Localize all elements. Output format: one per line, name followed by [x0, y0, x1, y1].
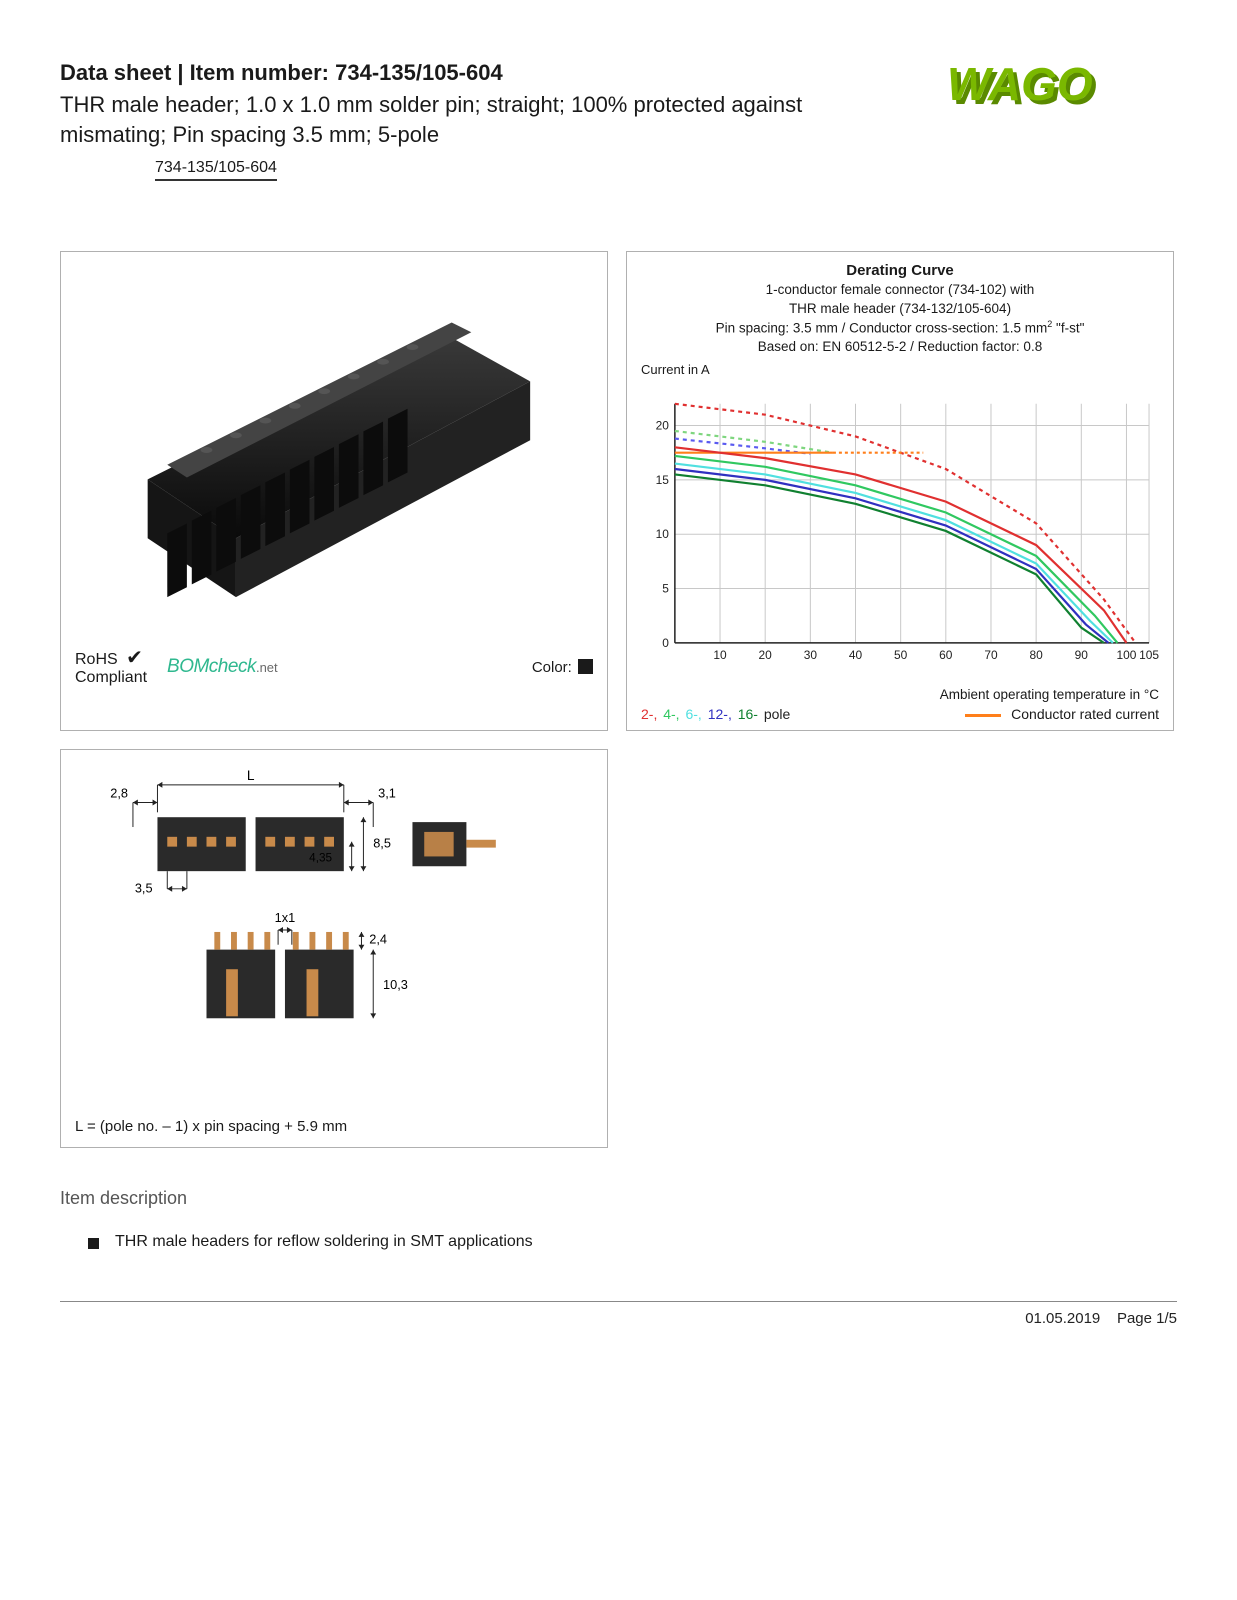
color-indicator: Color: [532, 659, 593, 676]
svg-text:5: 5 [662, 581, 669, 595]
rohs-compliant-label: RoHS ✔ Compliant [75, 647, 147, 687]
compliant-text: Compliant [75, 669, 147, 686]
chart-sub-3a: Pin spacing: 3.5 mm / Conductor cross-se… [716, 320, 1048, 335]
product-photo-panel: RoHS ✔ Compliant BOMcheck.net Color: [60, 251, 608, 731]
svg-text:10,3: 10,3 [383, 977, 408, 992]
svg-text:0: 0 [662, 636, 669, 650]
compliance-row: RoHS ✔ Compliant BOMcheck.net Color: [61, 647, 607, 701]
svg-text:30: 30 [804, 648, 818, 662]
check-icon: ✔ [126, 647, 143, 669]
svg-text:15: 15 [656, 473, 670, 487]
svg-text:2,4: 2,4 [369, 932, 387, 947]
wago-logo: WAGO WAGO [947, 60, 1177, 115]
svg-text:4,35: 4,35 [309, 852, 332, 865]
subtitle: THR male header; 1.0 x 1.0 mm solder pin… [60, 90, 840, 149]
svg-text:105: 105 [1139, 648, 1159, 662]
chart-sub-4: Based on: EN 60512-5-2 / Reduction facto… [758, 339, 1042, 354]
color-label-text: Color: [532, 659, 572, 676]
svg-text:60: 60 [939, 648, 953, 662]
svg-text:100: 100 [1116, 648, 1136, 662]
svg-text:10: 10 [656, 527, 670, 541]
legend-rated: Conductor rated current [965, 706, 1159, 722]
legend-rated-label: Conductor rated current [1011, 706, 1159, 722]
title-item-number: 734-135/105-604 [335, 60, 503, 85]
footer-date: 01.05.2019 [1025, 1310, 1100, 1327]
panels-row: RoHS ✔ Compliant BOMcheck.net Color: Der… [60, 251, 1177, 731]
dimension-drawing-svg: L 2,8 3,1 8,5 4,35 3,5 1x1 2,4 10,3 [79, 755, 589, 1105]
page-footer: 01.05.2019 Page 1/5 [60, 1302, 1177, 1327]
title-line: Data sheet | Item number: 734-135/105-60… [60, 60, 947, 86]
svg-text:40: 40 [849, 648, 863, 662]
legend-poles: 2-, 4-, 6-, 12-, 16- pole [641, 706, 792, 722]
footer-page: Page 1/5 [1117, 1310, 1177, 1327]
derating-chart-panel: Derating Curve 1-conductor female connec… [626, 251, 1174, 731]
dimension-drawing: L 2,8 3,1 8,5 4,35 3,5 1x1 2,4 10,3 [61, 750, 607, 1110]
bomcheck-logo: BOMcheck.net [167, 656, 278, 678]
title-prefix: Data sheet | Item number: [60, 60, 335, 85]
item-description-heading: Item description [60, 1188, 1177, 1209]
svg-text:3,5: 3,5 [135, 881, 153, 896]
svg-text:L: L [247, 768, 255, 783]
bomcheck-suffix: .net [256, 660, 278, 675]
legend-rated-line-icon [965, 714, 1001, 717]
product-photo [61, 252, 607, 647]
bomcheck-main: BOMcheck [167, 656, 256, 677]
bullet-square-icon [88, 1238, 99, 1249]
svg-text:WAGO: WAGO [947, 60, 1093, 110]
page-header: Data sheet | Item number: 734-135/105-60… [60, 60, 1177, 181]
item-number-link[interactable]: 734-135/105-604 [155, 159, 277, 181]
dimension-formula: L = (pole no. – 1) x pin spacing + 5.9 m… [61, 1110, 607, 1135]
chart-legend: 2-, 4-, 6-, 12-, 16- pole Conductor rate… [641, 702, 1159, 722]
chart-title: Derating Curve [641, 262, 1159, 279]
svg-text:8,5: 8,5 [373, 836, 391, 851]
y-axis-label: Current in A [641, 362, 1159, 377]
chart-plot-area: 5 10 15 20 0 10 20 30 40 50 60 70 80 90 100105 [641, 379, 1159, 686]
chart-sub-3b: "f-st" [1052, 320, 1084, 335]
svg-text:20: 20 [759, 648, 773, 662]
svg-text:50: 50 [894, 648, 908, 662]
svg-text:1x1: 1x1 [275, 911, 296, 926]
svg-text:80: 80 [1030, 648, 1044, 662]
svg-text:70: 70 [984, 648, 998, 662]
color-swatch [578, 659, 593, 674]
derating-chart-svg: 5 10 15 20 0 10 20 30 40 50 60 70 80 90 100105 [641, 379, 1159, 686]
svg-text:10: 10 [713, 648, 727, 662]
connector-illustration [79, 260, 589, 640]
svg-text:3,1: 3,1 [378, 786, 396, 801]
bullet-1-text: THR male headers for reflow soldering in… [115, 1233, 533, 1251]
description-bullet-1: THR male headers for reflow soldering in… [88, 1233, 1177, 1251]
svg-text:90: 90 [1075, 648, 1089, 662]
svg-text:20: 20 [656, 418, 670, 432]
chart-subtitle: 1-conductor female connector (734-102) w… [641, 281, 1159, 355]
chart-sub-1: 1-conductor female connector (734-102) w… [766, 282, 1035, 297]
x-axis-label: Ambient operating temperature in °C [641, 687, 1159, 702]
dimensions-panel: L 2,8 3,1 8,5 4,35 3,5 1x1 2,4 10,3 L = (… [60, 749, 608, 1148]
header-text-block: Data sheet | Item number: 734-135/105-60… [60, 60, 947, 181]
chart-sub-2: THR male header (734-132/105-604) [789, 301, 1011, 316]
svg-text:2,8: 2,8 [110, 786, 128, 801]
rohs-text: RoHS [75, 651, 118, 668]
